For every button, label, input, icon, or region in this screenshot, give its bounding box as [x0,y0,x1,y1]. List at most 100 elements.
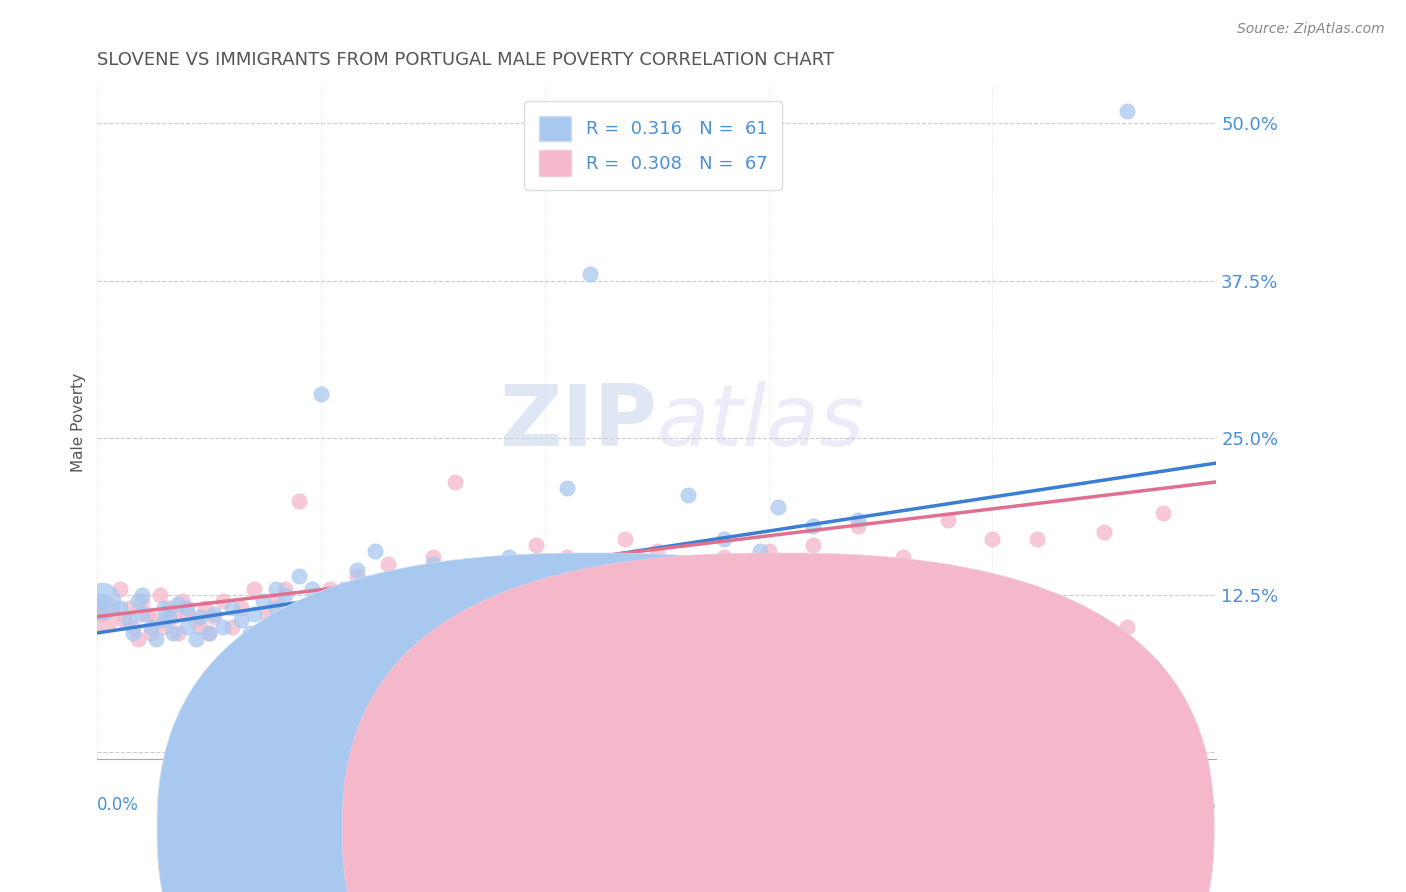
Point [1026,532,1049,546]
Point [623,550,645,565]
Point [198,626,221,640]
Point [131,594,153,608]
Text: SLOVENE VS IMMIGRANTS FROM PORTUGAL MALE POVERTY CORRELATION CHART: SLOVENE VS IMMIGRANTS FROM PORTUGAL MALE… [97,51,835,69]
Point [127,632,149,647]
Point [167,626,190,640]
Point [346,569,368,583]
Point [436,582,458,596]
Point [555,481,578,495]
Point [184,613,207,627]
Point [399,594,422,608]
Point [243,582,266,596]
Point [90,594,112,608]
Y-axis label: Male Poverty: Male Poverty [72,373,86,472]
Point [211,594,233,608]
Point [332,582,354,596]
Point [524,538,547,552]
Point [176,600,198,615]
Point [1115,620,1137,634]
Point [489,588,512,602]
Point [112,613,135,627]
Point [108,600,131,615]
Point [803,519,825,533]
Point [319,582,342,596]
Point [229,613,252,627]
Point [287,493,309,508]
Point [936,513,959,527]
Point [188,620,211,634]
Text: 0.0%: 0.0% [97,796,139,814]
Point [614,532,637,546]
Point [153,613,176,627]
Point [157,609,180,624]
Point [131,607,153,621]
Point [364,600,387,615]
Point [221,600,243,615]
Point [238,626,260,640]
Point [498,550,520,565]
Point [713,550,735,565]
Point [229,600,252,615]
Point [301,600,323,615]
Point [600,569,623,583]
Point [90,594,112,608]
Point [287,569,309,583]
Point [512,575,534,590]
Point [758,544,780,558]
Point [668,563,690,577]
Point [846,519,869,533]
Point [157,600,180,615]
Point [803,538,825,552]
Text: Source: ZipAtlas.com: Source: ZipAtlas.com [1237,22,1385,37]
Point [364,544,387,558]
Point [131,588,153,602]
Point [623,550,645,565]
Point [1115,103,1137,118]
Point [713,532,735,546]
Point [354,575,377,590]
Point [118,600,141,615]
Point [578,267,600,281]
Point [202,609,225,624]
Text: Immigrants from Portugal: Immigrants from Portugal [713,796,943,811]
Point [354,588,377,602]
Point [578,582,600,596]
Point [891,550,914,565]
Point [90,607,112,621]
Point [346,563,368,577]
Point [202,607,225,621]
Point [467,569,489,583]
Point [162,609,184,624]
Point [211,620,233,634]
Point [252,594,274,608]
Point [90,607,112,621]
Point [436,582,458,596]
Point [377,588,399,602]
Point [176,620,198,634]
Point [198,626,221,640]
Legend: R =  0.316   N =  61, R =  0.308   N =  67: R = 0.316 N = 61, R = 0.308 N = 67 [524,102,782,190]
Point [534,563,557,577]
Point [422,550,444,565]
Point [153,600,176,615]
Point [149,588,172,602]
Point [301,582,323,596]
Point [145,613,167,627]
Point [766,500,789,514]
Text: Slovenes: Slovenes [523,796,626,811]
Point [1092,525,1115,540]
Point [569,563,592,577]
Point [309,387,332,401]
Point [748,544,770,558]
Point [391,569,413,583]
Point [243,607,266,621]
Point [444,475,467,489]
Point [512,575,534,590]
Text: 25.0%: 25.0% [1164,796,1216,814]
Point [188,609,211,624]
Point [600,575,623,590]
Point [135,607,157,621]
Point [645,544,668,558]
Point [274,582,297,596]
Point [122,620,145,634]
